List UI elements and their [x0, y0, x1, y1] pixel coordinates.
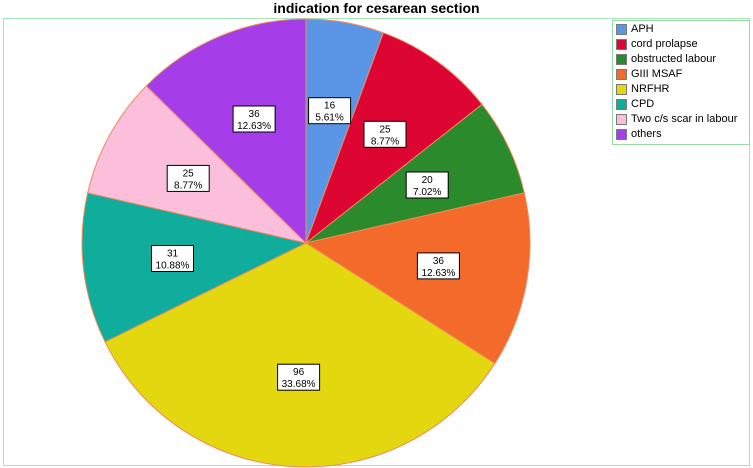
slice-label-box: [363, 120, 407, 148]
legend-item-3: GIII MSAF: [614, 67, 749, 82]
legend-swatch: [616, 99, 627, 110]
slice-label-box: [151, 245, 194, 272]
legend-label: APH: [631, 23, 654, 35]
chart-title: indication for cesarean section: [273, 0, 480, 16]
pie-slice-6: [87, 85, 308, 244]
slice-label-6: 258.77%: [166, 164, 210, 192]
legend-label: obstructed labour: [631, 53, 716, 65]
legend-label: NRFHR: [631, 83, 670, 95]
legend-item-0: APH: [614, 22, 749, 37]
slice-count-label: 25: [183, 168, 195, 179]
slice-label-0: 165.61%: [308, 97, 352, 125]
slice-count-label: 36: [433, 256, 445, 267]
slice-percent-label: 8.77%: [174, 180, 202, 191]
slice-label-box: [277, 363, 321, 391]
slice-percent-label: 10.88%: [156, 261, 190, 272]
slice-count-label: 36: [249, 109, 261, 120]
legend-label: GIII MSAF: [631, 68, 683, 80]
legend-swatch: [616, 39, 627, 50]
legend-label: cord prolapse: [631, 38, 698, 50]
legend-swatch: [616, 54, 627, 65]
slice-label-2: 207.02%: [405, 171, 449, 199]
legend-swatch: [616, 69, 627, 80]
slice-percent-label: 7.02%: [413, 187, 441, 198]
slice-percent-label: 12.63%: [237, 121, 271, 132]
pie-slice-4: [104, 242, 496, 468]
legend: APH cord prolapse obstructed labour GIII MS…: [612, 20, 750, 145]
pie-labels: 165.61%258.77%207.02%3612.63%9633.68%311…: [151, 97, 460, 391]
legend-label: CPD: [631, 98, 655, 110]
slice-count-label: 31: [167, 249, 179, 260]
legend-item-4: NRFHR: [614, 82, 749, 97]
legend-label: others: [631, 128, 662, 140]
legend-swatch: [616, 129, 627, 140]
pie-slice-7: [145, 18, 307, 245]
legend-item-6: Two c/s scar in labour: [614, 112, 749, 127]
slice-percent-label: 8.77%: [371, 136, 399, 147]
slice-label-box: [308, 97, 352, 125]
slice-count-label: 25: [379, 124, 391, 135]
slice-label-box: [416, 252, 460, 280]
slice-label-box: [405, 171, 449, 199]
legend-swatch: [616, 24, 627, 35]
legend-swatch: [616, 84, 627, 95]
pie-slice-5: [81, 192, 308, 343]
slice-label-box: [166, 164, 210, 192]
slice-count-label: 96: [293, 367, 305, 378]
slice-percent-label: 33.68%: [282, 379, 316, 390]
slice-label-1: 258.77%: [363, 120, 407, 148]
pie-slices: [81, 18, 531, 468]
legend-swatch: [616, 114, 627, 125]
slice-percent-label: 5.61%: [315, 113, 343, 124]
legend-label: Two c/s scar in labour: [631, 113, 738, 125]
slice-percent-label: 12.63%: [421, 268, 455, 279]
legend-item-7: others: [614, 127, 749, 142]
legend-item-2: obstructed labour: [614, 52, 749, 67]
plot-area: [3, 18, 750, 466]
legend-item-1: cord prolapse: [614, 37, 749, 52]
slice-label-box: [232, 105, 276, 133]
slice-count-label: 20: [422, 175, 434, 186]
slice-count-label: 16: [324, 101, 336, 112]
legend-item-5: CPD: [614, 97, 749, 112]
